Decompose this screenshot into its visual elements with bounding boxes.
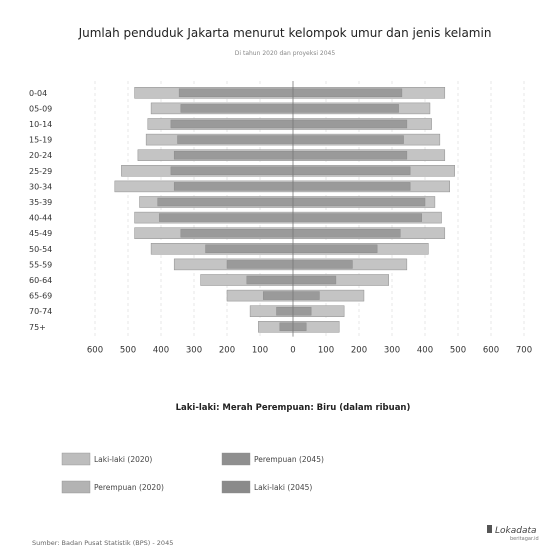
bar-perempuan-2020--40-44 [292,213,422,222]
category-label: 55-59 [29,260,52,269]
bar-laki-laki-2020--35-39 [157,197,294,207]
bar-perempuan-2020--15-19 [292,135,404,144]
category-label: 60-64 [29,276,52,285]
brand-name: Lokadata [495,526,537,536]
x-tick-label: 500 [120,346,136,356]
category-label: 20-24 [29,151,52,160]
legend-swatch [61,480,91,494]
category-label: 45-49 [29,229,52,238]
x-tick-label: 100 [252,346,268,356]
bar-perempuan-2020--20-24 [292,150,408,160]
x-tick-label: 100 [318,346,334,356]
legend-label: Laki-laki (2020) [94,455,152,464]
x-tick-label: 300 [384,346,400,356]
bar-perempuan-2020--25-29 [292,166,411,176]
category-label: 75+ [29,323,46,332]
bar-laki-laki-2020--40-44 [159,213,294,222]
x-tick-label: 200 [219,346,235,356]
bar-laki-laki-2020--55-59 [226,260,294,269]
category-label: 05-09 [29,104,52,113]
legend-label: Laki-laki (2045) [254,483,312,492]
x-tick-label: 200 [351,346,367,356]
bar-perempuan-2020--65-69 [292,291,320,300]
bar-laki-laki-2020--75+ [279,322,294,332]
x-tick-label: 600 [87,346,103,356]
source-note: Sumber: Badan Pusat Statistik (BPS) - 20… [32,539,173,547]
x-tick-label: 600 [483,346,499,356]
category-label: 0-04 [29,89,47,98]
bar-perempuan-2020--10-14 [292,119,408,129]
x-tick-labels: 600 500 400 300 200 100 0 100 200 300 400 500 600 700 [87,346,532,356]
legend: Laki-laki (2020) Perempuan (2045) Perempua… [61,452,324,494]
bar-perempuan-2020--05-09 [292,104,399,113]
bar-laki-laki-2020--20-24 [173,150,294,160]
bar-laki-laki-2020--05-09 [180,104,294,113]
brand-mark-icon [487,525,492,533]
category-label: 35-39 [29,198,52,207]
bar-perempuan-2020--75+ [292,322,307,332]
legend-swatch [221,452,251,466]
category-label: 50-54 [29,245,52,254]
x-tick-label: 0 [290,346,295,356]
category-labels: 0-04 05-09 10-14 15-19 20-24 25-29 30-34 35-39 4… [29,89,52,332]
category-label: 30-34 [29,182,52,191]
bar-perempuan-2020--35-39 [292,197,426,207]
bars-inner-layer [157,88,426,332]
bar-laki-laki-2020--60-64 [246,275,294,285]
x-tick-label: 500 [450,346,466,356]
bar-perempuan-2020--50-54 [292,244,378,254]
legend-label: Perempuan (2020) [94,483,164,492]
legend-swatch [221,480,251,494]
bar-laki-laki-2020--50-54 [205,244,294,254]
chart-subtitle: Di tahun 2020 dan proyeksi 2045 [235,50,336,57]
bar-perempuan-2020--30-34 [292,182,411,191]
bar-perempuan-2020--70-74 [292,306,312,316]
category-label: 10-14 [29,120,52,129]
bar-perempuan-2020--45-49 [292,228,401,238]
category-label: 65-69 [29,292,52,301]
x-axis-label: Laki-laki: Merah Perempuan: Biru (dalam … [176,403,411,413]
x-tick-label: 400 [417,346,433,356]
bar-laki-laki-2020--25-29 [170,166,294,176]
bar-perempuan-2020--55-59 [292,260,353,269]
category-label: 40-44 [29,214,52,223]
bar-perempuan-2020--60-64 [292,275,337,285]
chart-title: Jumlah penduduk Jakarta menurut kelompok… [78,26,492,40]
x-tick-label: 300 [186,346,202,356]
bar-laki-laki-2020--70-74 [276,306,294,316]
brand-logo: Lokadata beritagar.id [487,525,539,542]
x-tick-label: 400 [153,346,169,356]
legend-swatch [61,452,91,466]
bar-laki-laki-2020--15-19 [177,135,294,144]
category-label: 70-74 [29,307,52,316]
bar-laki-laki-2020--10-14 [170,119,294,129]
brand-tagline: beritagar.id [510,536,539,542]
bar-laki-laki-2020--45-49 [180,228,294,238]
bar-laki-laki-2020--0-04 [178,88,294,98]
bar-laki-laki-2020--65-69 [263,291,294,300]
x-tick-label: 700 [516,346,532,356]
bar-perempuan-2020--0-04 [292,88,403,98]
bar-laki-laki-2020--30-34 [173,182,294,191]
category-label: 15-19 [29,136,52,145]
category-label: 25-29 [29,167,52,176]
legend-label: Perempuan (2045) [254,455,324,464]
